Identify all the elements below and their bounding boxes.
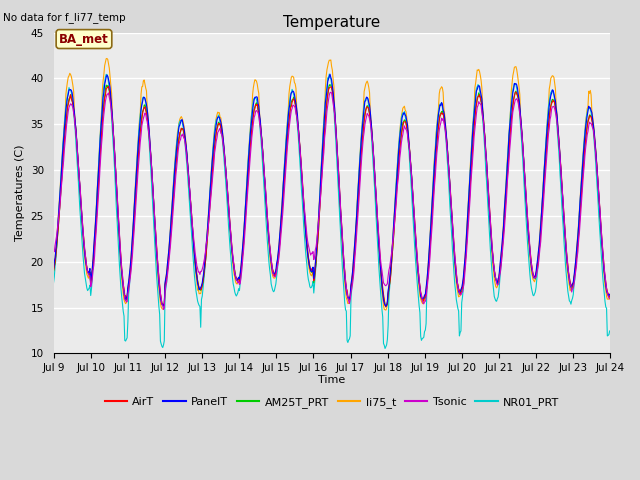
li75_t [401,108,409,113]
li75_t [418,298,426,304]
Tsonic [204,229,211,235]
Text: BA_met: BA_met [59,33,109,46]
Y-axis label: Temperatures (C): Temperatures (C) [15,145,25,241]
AirT [607,294,614,300]
Tsonic [60,158,67,164]
X-axis label: Time: Time [318,374,346,384]
AM25T_PRT [60,146,67,152]
AM25T_PRT [325,82,333,88]
li75_t [118,276,125,282]
AirT [174,141,182,147]
AirT [50,268,58,274]
AM25T_PRT [382,304,390,310]
AM25T_PRT [50,268,58,274]
NR01_PRT [381,346,389,351]
Tsonic [174,147,182,153]
Line: AM25T_PRT: AM25T_PRT [54,85,611,307]
Line: PanelT: PanelT [54,74,611,306]
NR01_PRT [50,280,58,286]
Title: Temperature: Temperature [284,15,381,30]
Tsonic [50,247,58,252]
Legend: AirT, PanelT, AM25T_PRT, li75_t, Tsonic, NR01_PRT: AirT, PanelT, AM25T_PRT, li75_t, Tsonic,… [100,392,564,412]
li75_t [50,268,58,274]
li75_t [103,56,111,61]
Tsonic [418,292,426,298]
Text: No data for f_li77_temp: No data for f_li77_temp [3,12,126,23]
li75_t [204,222,211,228]
NR01_PRT [60,133,67,139]
NR01_PRT [418,337,426,343]
AM25T_PRT [173,146,181,152]
NR01_PRT [117,285,125,291]
AirT [60,148,67,154]
PanelT [401,112,409,118]
li75_t [174,125,182,131]
AirT [118,265,125,271]
PanelT [117,260,125,266]
AirT [382,304,390,310]
li75_t [60,131,67,136]
Tsonic [117,254,125,260]
Tsonic [159,307,167,312]
PanelT [607,291,614,297]
Tsonic [607,297,614,302]
AM25T_PRT [418,295,426,300]
PanelT [60,136,67,142]
Line: Tsonic: Tsonic [54,92,611,310]
li75_t [607,296,614,301]
NR01_PRT [401,113,409,119]
PanelT [326,72,334,77]
NR01_PRT [173,133,181,139]
AirT [401,119,409,125]
Line: NR01_PRT: NR01_PRT [54,74,611,348]
PanelT [203,234,211,240]
AirT [418,292,426,298]
AM25T_PRT [203,242,211,248]
Line: AirT: AirT [54,86,611,307]
PanelT [173,136,181,142]
Tsonic [327,89,335,95]
PanelT [50,266,58,272]
Line: li75_t: li75_t [54,59,611,310]
AirT [204,232,211,238]
AM25T_PRT [401,118,409,123]
NR01_PRT [607,328,614,334]
NR01_PRT [203,238,211,243]
NR01_PRT [325,71,333,77]
AM25T_PRT [117,257,125,263]
AirT [105,84,113,89]
li75_t [382,307,390,313]
PanelT [418,295,426,301]
PanelT [382,303,390,309]
AM25T_PRT [607,296,614,301]
Tsonic [401,125,409,131]
